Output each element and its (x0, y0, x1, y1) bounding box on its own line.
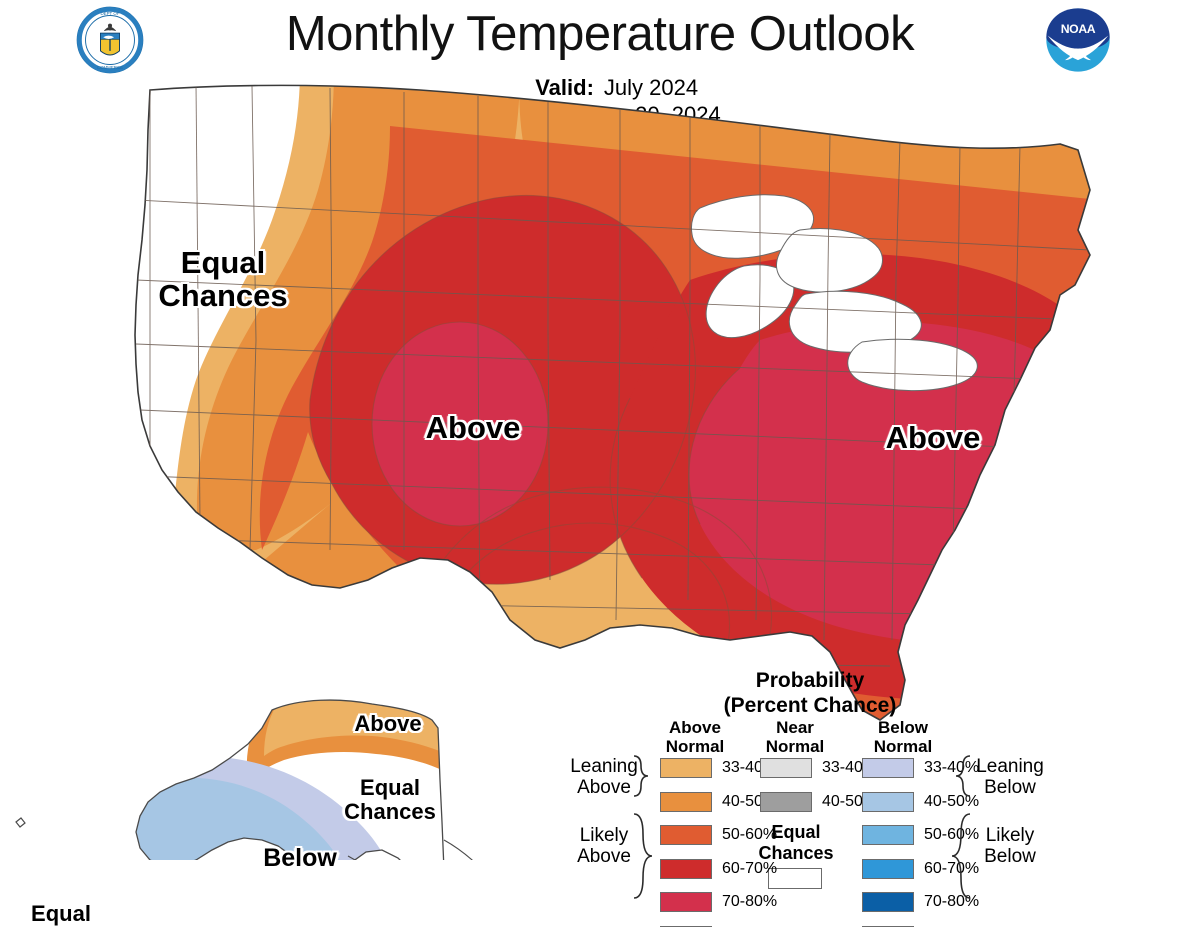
legend-range-below-normal-50-60: 50-60% (924, 826, 980, 843)
legend-likely-above-label: Likely Above (577, 825, 631, 867)
map-label-above-east: Above (885, 420, 981, 455)
department-of-commerce-seal: DEPT OF COMMERCE (76, 6, 144, 74)
outlook-map: Equal Chances Above Above Above Equal Ch… (0, 80, 1200, 927)
legend-swatch-below-normal-33-40 (862, 758, 914, 778)
legend-title: Probability (Percent Chance) (556, 668, 1064, 718)
legend-title-line1: Probability (755, 669, 865, 692)
map-label-alaska-below: Below (263, 844, 337, 872)
legend-range-below-normal-33-40: 33-40% (924, 759, 980, 776)
valid-value: July 2024 (603, 75, 699, 100)
legend-swatch-below-normal-70-80 (862, 892, 914, 912)
svg-text:DEPT OF: DEPT OF (100, 11, 119, 16)
page-title: Monthly Temperature Outlook (285, 7, 915, 61)
valid-row: Valid: July 2024 (0, 74, 1200, 101)
legend-range-below-normal-70-80: 70-80% (924, 893, 980, 910)
legend-swatch-above-normal-70-80 (660, 892, 712, 912)
map-label-equal-chances-west: Equal Chances (158, 245, 288, 314)
legend-column-header-above: Above Normal (665, 718, 725, 756)
map-label-above-west: Above (425, 410, 521, 445)
map-label-alaska-equal-chances: Equal Chances (344, 775, 436, 824)
legend-range-above-normal-50-60: 50-60% (722, 826, 778, 843)
valid-label: Valid: (535, 75, 594, 100)
alaska-inset (135, 699, 473, 860)
legend-equal-chances-label: Equal Chances (758, 822, 834, 863)
legend-swatch-near-normal-33-40 (760, 758, 812, 778)
legend-swatch-above-normal-60-70 (660, 858, 712, 879)
legend-column-header-near: Near Normal (765, 718, 825, 756)
legend-swatch-above-normal-80-90 (660, 925, 712, 927)
legend-range-above-normal-60-70: 60-70% (722, 859, 778, 877)
legend-equal-chances-swatch (768, 868, 822, 889)
legend-swatch-near-normal-40-50 (760, 791, 812, 812)
svg-text:COMMERCE: COMMERCE (97, 65, 123, 70)
legend-range-below-normal-40-50: 40-50% (924, 792, 980, 810)
legend-swatch-below-normal-60-70 (862, 858, 914, 879)
svg-text:NOAA: NOAA (1061, 22, 1096, 36)
legend-swatch-above-normal-33-40 (660, 758, 712, 778)
legend-column-header-below: Below Normal (873, 718, 933, 756)
legend-swatch-below-normal-50-60 (862, 825, 914, 845)
legend-leaning-above-label: Leaning Above (570, 756, 638, 798)
noaa-logo: NOAA (1042, 4, 1114, 76)
legend-swatch-above-normal-40-50 (660, 791, 712, 812)
legend-swatch-below-normal-40-50 (862, 791, 914, 812)
legend-likely-below-label: Likely Below (984, 825, 1036, 867)
legend-range-above-normal-70-80: 70-80% (722, 893, 778, 910)
legend-swatch-above-normal-50-60 (660, 825, 712, 845)
legend: Probability (Percent Chance) (556, 668, 1064, 926)
legend-leaning-below-label: Leaning Below (976, 756, 1044, 798)
map-label-alaska-above: Above (354, 711, 422, 736)
map-label-hawaii-equal-chances: Equal Chances (15, 901, 107, 927)
legend-title-line2: (Percent Chance) (723, 694, 897, 717)
legend-swatch-below-normal-80-90 (862, 925, 914, 927)
legend-range-below-normal-60-70: 60-70% (924, 859, 980, 877)
state-boundaries (135, 85, 1090, 717)
hawaii-inset (15, 817, 26, 828)
